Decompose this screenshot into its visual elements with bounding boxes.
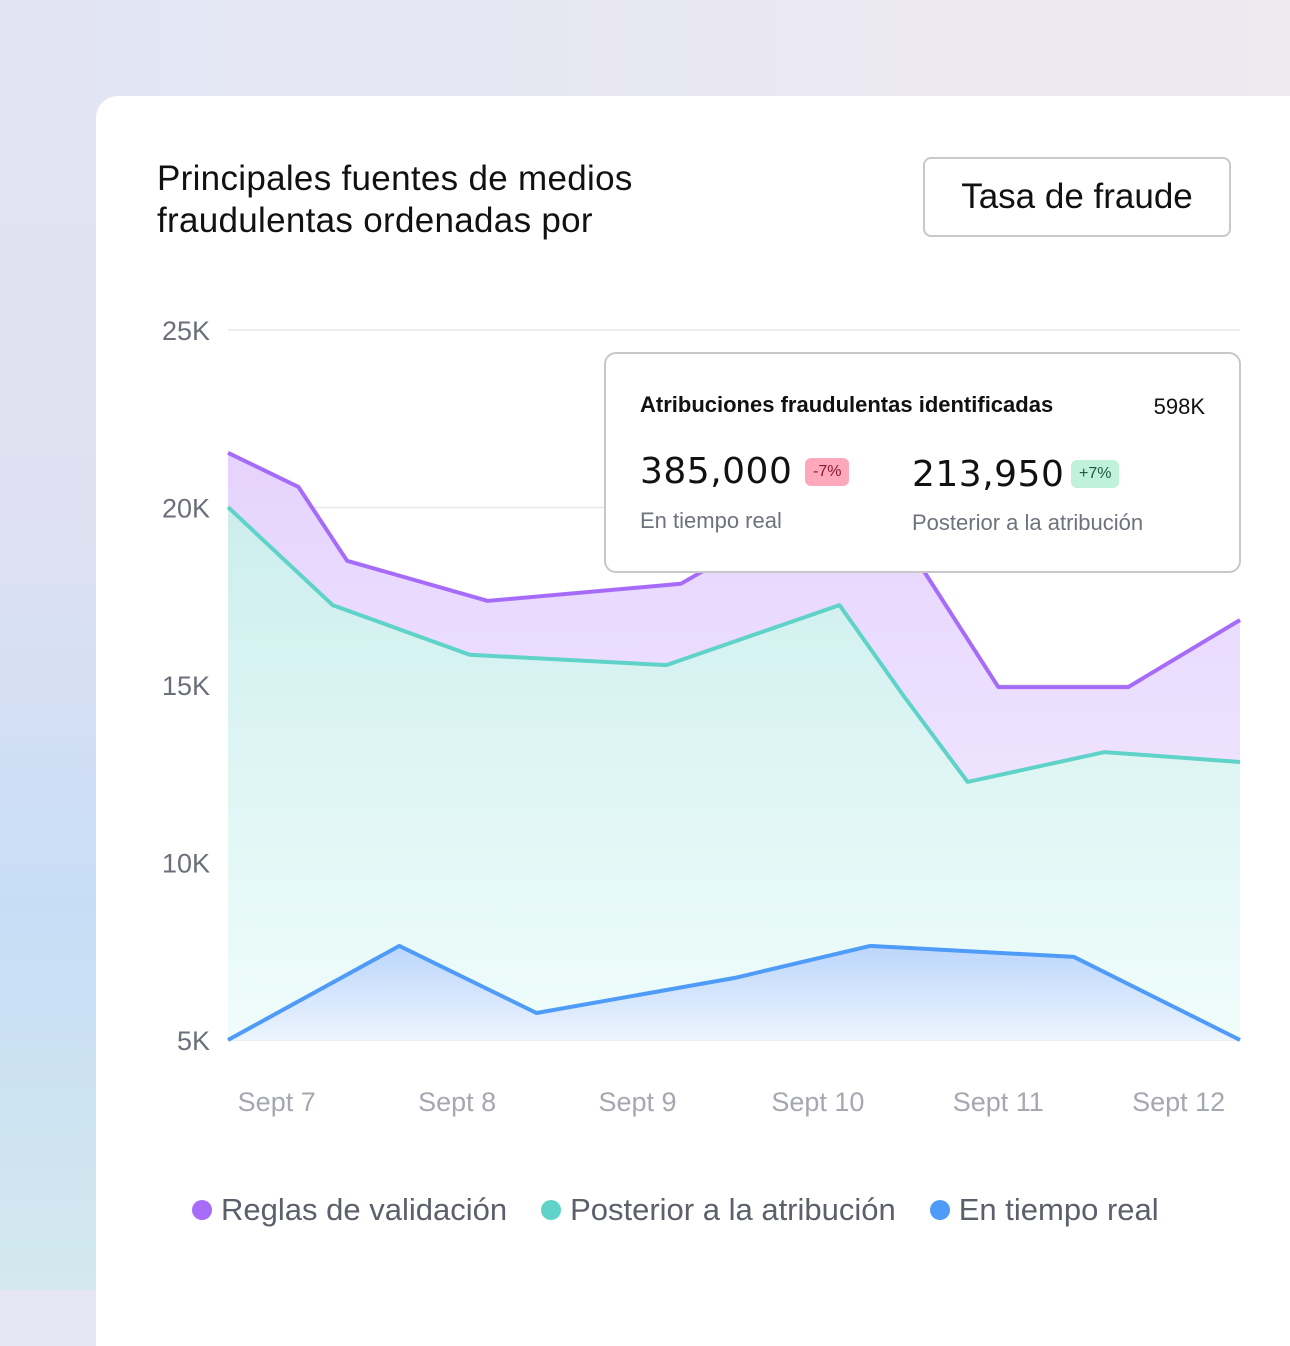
legend-label: En tiempo real <box>958 1192 1159 1227</box>
legend-item-post-attribution[interactable]: Posterior a la atribución <box>541 1192 896 1228</box>
post-attribution-value: 213,950 <box>912 454 1065 495</box>
y-tick-label: 20K <box>162 494 210 524</box>
x-tick-label: Sept 7 <box>238 1087 316 1117</box>
area-chart: 25K 20K 15K 10K 5K Sept 7 Sept 8 Sept 9 Sept 10 S… <box>162 316 1242 1117</box>
series-line <box>226 505 1241 784</box>
tooltip: Atribuciones fraudulentas identificadas … <box>604 352 1241 573</box>
legend-item-realtime[interactable]: En tiempo real <box>929 1192 1159 1228</box>
legend-dot-icon <box>192 1200 212 1220</box>
x-tick-label: Sept 9 <box>598 1087 676 1117</box>
chart-title: Principales fuentes de medios fraudulent… <box>157 158 633 242</box>
series-area <box>228 945 1240 1040</box>
realtime-value: 385,000 <box>640 451 793 492</box>
legend-dot-icon <box>929 1200 950 1220</box>
legend-label: Posterior a la atribución <box>570 1192 896 1227</box>
title-line-1: Principales fuentes de medios <box>157 159 633 198</box>
x-tick-label: Sept 10 <box>771 1087 864 1117</box>
series-line <box>227 943 1241 1042</box>
y-tick-label: 10K <box>162 849 210 879</box>
x-tick-label: Sept 11 <box>953 1087 1044 1117</box>
legend-item-validation-rules[interactable]: Reglas de validación <box>192 1192 507 1228</box>
legend: Reglas de validación Posterior a la atri… <box>192 1192 1159 1228</box>
x-tick-label: Sept 12 <box>1132 1087 1225 1117</box>
post-attribution-change-badge: +7% <box>1071 460 1120 488</box>
series-area <box>228 507 1240 1041</box>
realtime-change-badge: -7% <box>805 458 850 486</box>
sort-by-dropdown-button[interactable]: Tasa de fraude <box>923 157 1231 237</box>
x-tick-label: Sept 8 <box>418 1087 496 1117</box>
realtime-label: En tiempo real <box>640 508 782 533</box>
title-line-2: fraudulentas ordenadas por <box>157 201 593 240</box>
legend-dot-icon <box>541 1200 562 1220</box>
y-tick-label: 5K <box>177 1026 210 1056</box>
legend-label: Reglas de validación <box>221 1192 508 1227</box>
tooltip-total: 598K <box>1153 394 1205 419</box>
tooltip-title: Atribuciones fraudulentas identificadas <box>640 392 1054 417</box>
background-left <box>0 0 96 1290</box>
y-tick-label: 25K <box>162 316 210 346</box>
y-tick-label: 15K <box>162 671 210 701</box>
post-attribution-label: Posterior a la atribución <box>912 510 1144 535</box>
